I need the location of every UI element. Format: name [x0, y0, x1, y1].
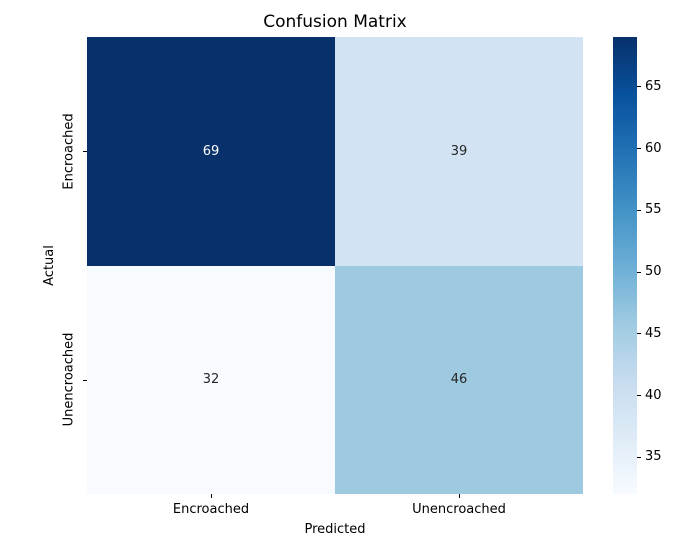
y-tick-mark [83, 379, 87, 381]
cell-value: 46 [450, 372, 468, 388]
heatmap-grid: 69 39 32 46 [87, 37, 583, 494]
colorbar-tick-mark [637, 395, 641, 397]
colorbar-tick-mark [637, 148, 641, 150]
heatmap-cell-1-0: 32 [87, 265, 335, 494]
x-tick-mark [459, 494, 460, 498]
chart-title: Confusion Matrix [263, 12, 407, 32]
colorbar-tick-mark [637, 209, 641, 211]
y-tick-label-text: Encroached [61, 113, 77, 190]
x-tick-label-text: Unencroached [412, 502, 506, 517]
cell-value: 69 [202, 143, 220, 159]
heatmap-cell-0-0: 69 [87, 37, 335, 266]
heatmap-cell-0-1: 39 [335, 37, 583, 266]
colorbar-tick-mark [637, 271, 641, 273]
x-axis-label: Predicted [304, 522, 366, 537]
cell-value: 32 [202, 372, 220, 388]
x-tick-label-text: Encroached [172, 502, 250, 517]
cell-value: 39 [450, 143, 468, 159]
x-tick-mark [211, 494, 212, 498]
y-tick-label-text: Unencroached [61, 332, 77, 427]
colorbar-tick-mark [637, 86, 641, 88]
heatmap-cell-1-1: 46 [335, 265, 583, 494]
colorbar [613, 37, 637, 494]
colorbar-tick-mark [637, 456, 641, 458]
colorbar-tick-mark [637, 333, 641, 335]
y-tick-mark [83, 151, 87, 153]
